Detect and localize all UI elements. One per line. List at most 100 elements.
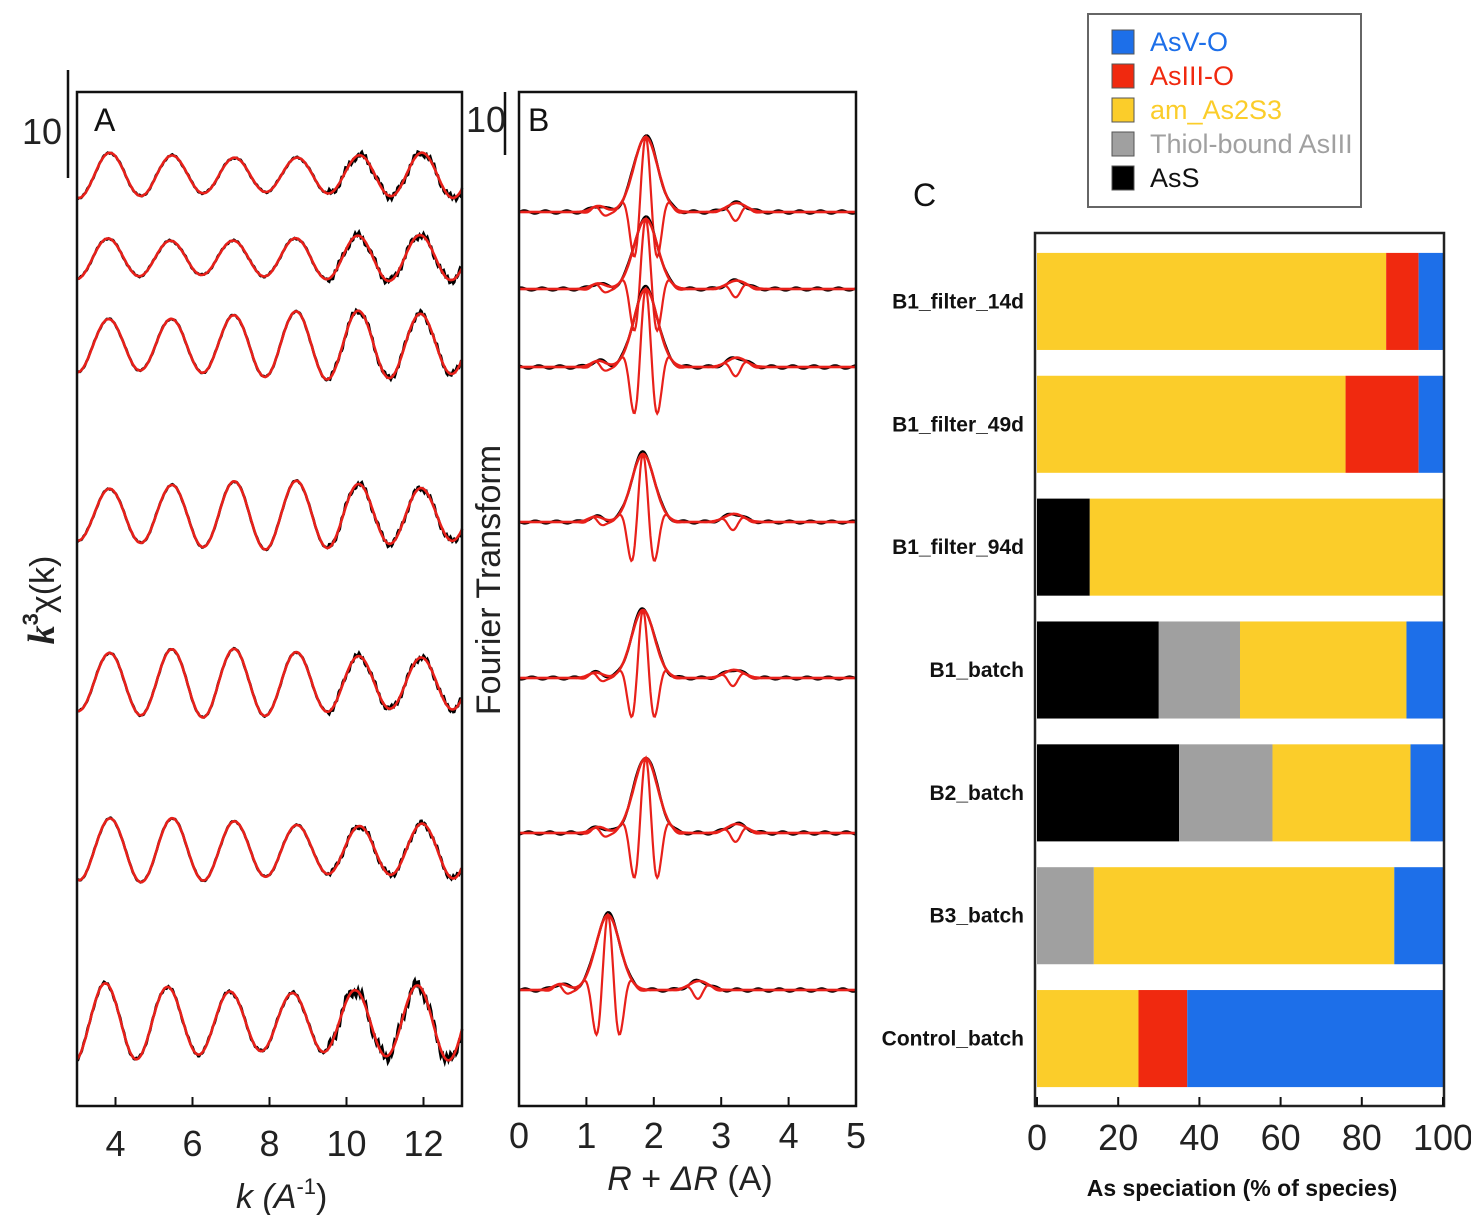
panel-c-bars	[1037, 252, 1443, 1088]
panel-c-category-labels: B1_filter_14d B1_filter_49d B1_filter_94d B…	[882, 290, 1024, 1050]
legend-label: AsIII-O	[1150, 61, 1234, 91]
panel-b-x-ticks: 0 1 2 3 4 5	[509, 1097, 866, 1156]
panel-c-x-tick-label: 20	[1098, 1117, 1138, 1158]
panel-b-x-tick-label: 2	[644, 1115, 664, 1156]
legend-label: AsV-O	[1150, 27, 1228, 57]
panel-b-scale-label: 10	[466, 99, 506, 140]
bar-segment-am-as2s3	[1037, 252, 1387, 350]
panel-a-letter: A	[94, 102, 116, 138]
panel-c-x-tick-label: 60	[1261, 1117, 1301, 1158]
panel-a-fit-line	[76, 151, 464, 200]
category-label: B1_filter_14d	[892, 290, 1024, 313]
category-label: B2_batch	[929, 782, 1024, 805]
panel-b-fit-mag-line	[519, 452, 856, 524]
panel-b-fit-imag-line	[519, 608, 856, 719]
panel-b-x-tick-label: 1	[576, 1115, 596, 1156]
bar-segment-asv-o	[1394, 867, 1443, 965]
panel-b-x-tick-label: 5	[846, 1115, 866, 1156]
panel-b-frame	[517, 90, 858, 1108]
panel-a-y-title-rest: χ(k)	[24, 556, 62, 614]
panel-b-data-line	[518, 911, 857, 993]
bar-segment-am-as2s3	[1093, 867, 1395, 965]
bar-segment-asv-o	[1406, 621, 1443, 719]
legend-entries: AsV-O AsIII-O am_As2S3 Thiol-bound AsIII AsS	[1111, 27, 1353, 193]
panel-c-x-tick-label: 100	[1413, 1117, 1471, 1158]
panel-b-fit-imag-line	[519, 286, 856, 416]
category-label: B1_filter_49d	[892, 413, 1024, 436]
panel-a-scale-label: 10	[22, 111, 62, 152]
bar-segment-ass	[1037, 498, 1090, 596]
panel-a-y-title-sup: 3	[18, 613, 43, 625]
legend-label: am_As2S3	[1150, 95, 1282, 125]
panel-a-x-tick-label: 4	[105, 1123, 125, 1164]
panel-b-data-line	[518, 134, 857, 215]
legend-swatch	[1111, 165, 1135, 191]
bar-segment-asv-o	[1418, 375, 1443, 473]
panel-a-x-ticks: 4 6 8 10 12	[105, 1097, 444, 1164]
panel-a-data-line	[77, 816, 463, 884]
panel-b-fit-mag-line	[519, 608, 856, 680]
category-label: Control_batch	[882, 1028, 1024, 1051]
panel-c-letter: C	[913, 177, 936, 213]
panel-a-x-title: k (A-1)	[236, 1174, 327, 1216]
panel-b-data-line	[518, 215, 857, 292]
legend-swatch	[1111, 63, 1135, 89]
panel-b-fit-imag-line	[519, 134, 856, 259]
panel-b-fit-mag-line	[519, 217, 856, 291]
panel-a-fit-line	[77, 309, 464, 381]
legend-swatch	[1111, 97, 1135, 123]
bar-segment-thiol-bound-asiii	[1179, 744, 1273, 842]
panel-b-fit-imag-line	[519, 912, 856, 1038]
panel-b: 10 B 0 1 2 3 4 5 R + ΔR (A) Fourier Transform	[466, 90, 866, 1198]
panel-b-y-title: Fourier Transform	[470, 445, 508, 715]
panel-b-x-tick-label: 4	[779, 1115, 799, 1156]
bar-segment-asiii-o	[1386, 252, 1419, 350]
panel-c-x-ticks: 0 20 40 60 80 100	[1027, 1097, 1471, 1158]
panel-b-x-title: R + ΔR (A)	[607, 1160, 772, 1198]
panel-a-x-tick-label: 12	[403, 1123, 443, 1164]
bar-segment-asv-o	[1410, 744, 1443, 842]
category-label: B1_filter_94d	[892, 536, 1024, 559]
panel-a-fit-line	[76, 479, 464, 551]
bar-segment-asv-o	[1187, 990, 1443, 1088]
panel-a-fit-line	[75, 981, 464, 1062]
panel-a-spectra	[75, 149, 464, 1068]
bar-segment-am-as2s3	[1089, 498, 1443, 596]
legend-label: Thiol-bound AsIII	[1150, 129, 1353, 159]
panel-b-spectra	[518, 134, 857, 1038]
panel-c-legend: AsV-O AsIII-O am_As2S3 Thiol-bound AsIII AsS	[1087, 13, 1362, 208]
panel-b-x-title-unit: (A)	[718, 1160, 773, 1198]
bar-segment-thiol-bound-asiii	[1037, 867, 1094, 965]
legend-label: AsS	[1150, 163, 1200, 193]
panel-c-x-tick-label: 0	[1027, 1117, 1047, 1158]
panel-c-frame	[1033, 231, 1446, 1108]
panel-b-fit-imag-line	[519, 755, 856, 880]
panel-b-data-line	[518, 450, 857, 525]
bar-segment-asiii-o	[1138, 990, 1188, 1088]
legend-swatch	[1111, 29, 1135, 55]
panel-b-x-tick-label: 0	[509, 1115, 529, 1156]
panel-b-fit-mag-line	[519, 913, 856, 992]
panel-a-fit-line	[76, 816, 464, 884]
category-label: B3_batch	[929, 905, 1024, 928]
panel-b-x-title-dR: ΔR	[670, 1160, 718, 1198]
panel-b-fit-imag-line	[519, 452, 856, 563]
panel-a-x-tick-label: 8	[259, 1123, 279, 1164]
panel-b-fit-mag-line	[519, 135, 856, 214]
bar-segment-am-as2s3	[1037, 375, 1346, 473]
legend-swatch	[1111, 131, 1135, 157]
panel-b-fit-imag-line	[519, 216, 856, 333]
panel-c-x-tick-label: 40	[1179, 1117, 1219, 1158]
panel-b-fit-mag-line	[519, 287, 856, 369]
panel-a-x-title-close: )	[316, 1178, 327, 1216]
bar-segment-am-as2s3	[1240, 621, 1407, 719]
panel-a-fit-line	[76, 233, 464, 283]
bar-segment-asiii-o	[1345, 375, 1419, 473]
panel-c-x-tick-label: 80	[1342, 1117, 1382, 1158]
panel-a: 10 A 4 6 8 10 12 k (A-1) k3χ(k)	[18, 70, 464, 1216]
bar-segment-asv-o	[1418, 252, 1443, 350]
panel-b-data-line	[518, 607, 857, 681]
panel-a-x-title-base: k (A	[236, 1178, 296, 1216]
